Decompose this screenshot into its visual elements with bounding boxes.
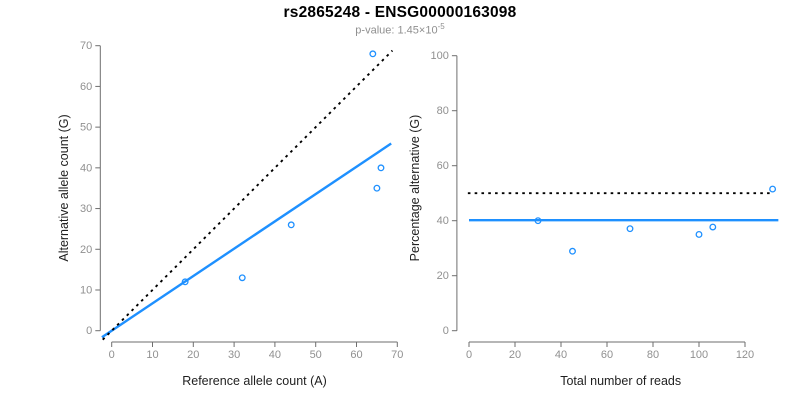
y-tick-label: 40: [437, 215, 449, 227]
data-point: [695, 230, 703, 238]
p-value-base: 1.45×10: [397, 24, 438, 37]
data-point: [287, 221, 295, 229]
x-tick-label: 40: [269, 349, 281, 361]
x-tick-label: 120: [736, 349, 754, 361]
data-point: [373, 184, 381, 192]
y-tick-label: 60: [80, 81, 92, 93]
data-point: [569, 247, 576, 255]
panel-left: 0 10 20 30 40 50 60 70 0 10 20 30 40 50 60 70 Reference …: [57, 40, 403, 388]
y-tick-label: 0: [86, 325, 92, 337]
y-axis-title: Alternative allele count (G): [57, 114, 71, 261]
data-point: [709, 223, 717, 231]
x-tick-label: 50: [310, 349, 322, 361]
x-tick-label: 100: [690, 349, 708, 361]
y-tick-label: 70: [80, 40, 92, 52]
data-point: [369, 50, 377, 58]
x-axis-title: Reference allele count (A): [182, 374, 327, 388]
x-tick-label: 60: [350, 349, 362, 361]
x-tick-label: 20: [509, 349, 521, 361]
y-axis-title: Percentage alternative (G): [408, 115, 422, 262]
panel-right: 0 20 40 60 80 100 0 20 40 60 80 100 120 Total number …: [408, 50, 779, 388]
fit-line: [101, 142, 392, 339]
y-tick-label: 60: [437, 160, 449, 172]
plot-title: rs2865248 - ENSG00000163098: [283, 4, 517, 21]
p-value-exponent: -5: [437, 22, 445, 31]
data-point: [238, 274, 246, 282]
x-tick-label: 30: [228, 349, 240, 361]
x-tick-label: 10: [146, 349, 158, 361]
y-tick-label: 20: [80, 244, 92, 256]
data-point: [626, 225, 634, 233]
x-tick-label: 60: [601, 349, 613, 361]
y-tick-label: 80: [437, 105, 449, 117]
x-tick-label: 20: [187, 349, 199, 361]
x-axis-title: Total number of reads: [560, 374, 681, 388]
data-point: [769, 185, 777, 193]
y-tick-label: 50: [80, 122, 92, 134]
data-point: [534, 217, 542, 225]
y-tick-label: 20: [437, 270, 449, 282]
identity-line: [102, 49, 394, 341]
y-tick-label: 0: [443, 325, 449, 337]
y-tick-label: 40: [80, 162, 92, 174]
x-tick-label: 0: [466, 349, 472, 361]
x-tick-label: 70: [391, 349, 403, 361]
x-tick-label: 80: [647, 349, 659, 361]
data-point: [377, 164, 385, 172]
p-value-prefix: p-value:: [355, 24, 398, 37]
y-tick-label: 30: [80, 203, 92, 215]
plot-subtitle: p-value: 1.45×10-5: [0, 22, 800, 37]
data-point: [181, 278, 189, 286]
x-tick-label: 40: [555, 349, 567, 361]
x-tick-label: 0: [109, 349, 115, 361]
y-tick-label: 100: [431, 50, 449, 62]
y-tick-label: 10: [80, 284, 92, 296]
